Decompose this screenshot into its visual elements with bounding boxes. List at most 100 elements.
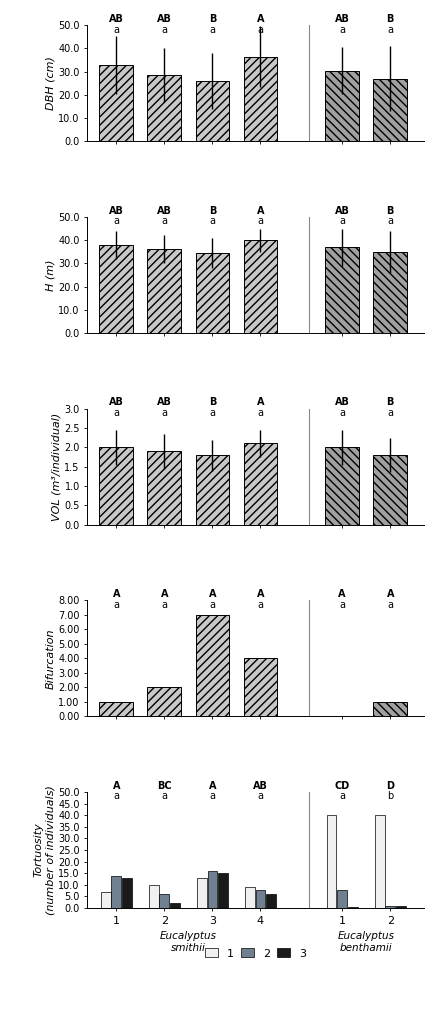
Bar (375, 815, 385, 908)
Text: A: A (208, 781, 216, 791)
Bar (122, 878, 132, 908)
Bar (196, 253, 229, 333)
Bar (325, 447, 359, 525)
Bar (196, 614, 229, 716)
Text: A: A (257, 206, 264, 216)
Bar (149, 885, 159, 908)
Text: a: a (339, 216, 345, 226)
Text: a: a (257, 791, 264, 801)
Text: B: B (387, 206, 394, 216)
Bar (348, 907, 357, 908)
Bar (218, 873, 228, 908)
Text: a: a (257, 216, 264, 226)
Text: a: a (257, 24, 264, 34)
Bar (325, 247, 359, 333)
Text: a: a (113, 791, 119, 801)
Y-axis label: Bifurcation: Bifurcation (45, 628, 55, 688)
Text: a: a (161, 24, 167, 34)
Text: a: a (113, 599, 119, 609)
Y-axis label: DBH (cm): DBH (cm) (45, 57, 55, 110)
Y-axis label: Tortuosity
(number of individuals): Tortuosity (number of individuals) (34, 785, 55, 915)
Text: A: A (112, 781, 120, 791)
Text: A: A (257, 589, 264, 599)
Bar (148, 451, 181, 525)
Text: AB: AB (253, 781, 268, 791)
Bar (99, 447, 133, 525)
Text: Eucalyptus
benthamii: Eucalyptus benthamii (338, 931, 395, 952)
Y-axis label: H (m): H (m) (45, 259, 55, 291)
Text: B: B (387, 14, 394, 24)
Bar (325, 71, 359, 141)
Text: AB: AB (109, 398, 124, 408)
Text: AB: AB (157, 14, 172, 24)
Text: D: D (386, 781, 394, 791)
Text: a: a (387, 24, 393, 34)
Text: a: a (209, 791, 215, 801)
Bar (244, 658, 277, 716)
Bar (196, 81, 229, 141)
Bar (170, 903, 180, 908)
Text: A: A (338, 589, 346, 599)
Bar (160, 894, 169, 908)
Bar (373, 702, 407, 716)
Bar (148, 249, 181, 333)
Text: B: B (387, 398, 394, 408)
Text: a: a (161, 216, 167, 226)
Text: a: a (339, 599, 345, 609)
Bar (101, 892, 111, 908)
Bar (148, 76, 181, 141)
Legend: 1, 2, 3: 1, 2, 3 (201, 944, 311, 963)
Text: BC: BC (157, 781, 172, 791)
Text: a: a (339, 408, 345, 418)
Bar (385, 906, 395, 908)
Text: a: a (113, 216, 119, 226)
Text: a: a (257, 408, 264, 418)
Text: AB: AB (109, 206, 124, 216)
Bar (99, 65, 133, 141)
Text: a: a (161, 408, 167, 418)
Text: AB: AB (109, 14, 124, 24)
Bar (197, 878, 207, 908)
Text: B: B (209, 14, 216, 24)
Bar (337, 890, 347, 908)
Bar (148, 687, 181, 716)
Text: CD: CD (335, 781, 350, 791)
Bar (266, 894, 276, 908)
Bar (244, 240, 277, 333)
Bar (196, 455, 229, 525)
Bar (99, 702, 133, 716)
Text: A: A (160, 589, 168, 599)
Text: AB: AB (335, 398, 350, 408)
Text: B: B (209, 398, 216, 408)
Text: Eucalyptus
smithii: Eucalyptus smithii (160, 931, 217, 952)
Bar (245, 887, 255, 908)
Bar (373, 455, 407, 525)
Text: A: A (257, 14, 264, 24)
Text: a: a (113, 408, 119, 418)
Text: AB: AB (335, 206, 350, 216)
Y-axis label: VOL (m³/individual): VOL (m³/individual) (52, 413, 62, 521)
Bar (208, 871, 217, 908)
Text: A: A (208, 589, 216, 599)
Text: A: A (386, 589, 394, 599)
Text: a: a (339, 24, 345, 34)
Text: a: a (209, 599, 215, 609)
Text: a: a (209, 24, 215, 34)
Text: a: a (387, 216, 393, 226)
Text: b: b (387, 791, 393, 801)
Text: A: A (257, 398, 264, 408)
Text: a: a (113, 24, 119, 34)
Bar (256, 890, 265, 908)
Text: B: B (209, 206, 216, 216)
Text: AB: AB (157, 206, 172, 216)
Text: a: a (161, 599, 167, 609)
Text: AB: AB (335, 14, 350, 24)
Bar (111, 876, 121, 908)
Bar (99, 245, 133, 333)
Bar (373, 79, 407, 141)
Bar (327, 815, 336, 908)
Bar (373, 252, 407, 333)
Text: A: A (112, 589, 120, 599)
Text: AB: AB (157, 398, 172, 408)
Text: a: a (209, 408, 215, 418)
